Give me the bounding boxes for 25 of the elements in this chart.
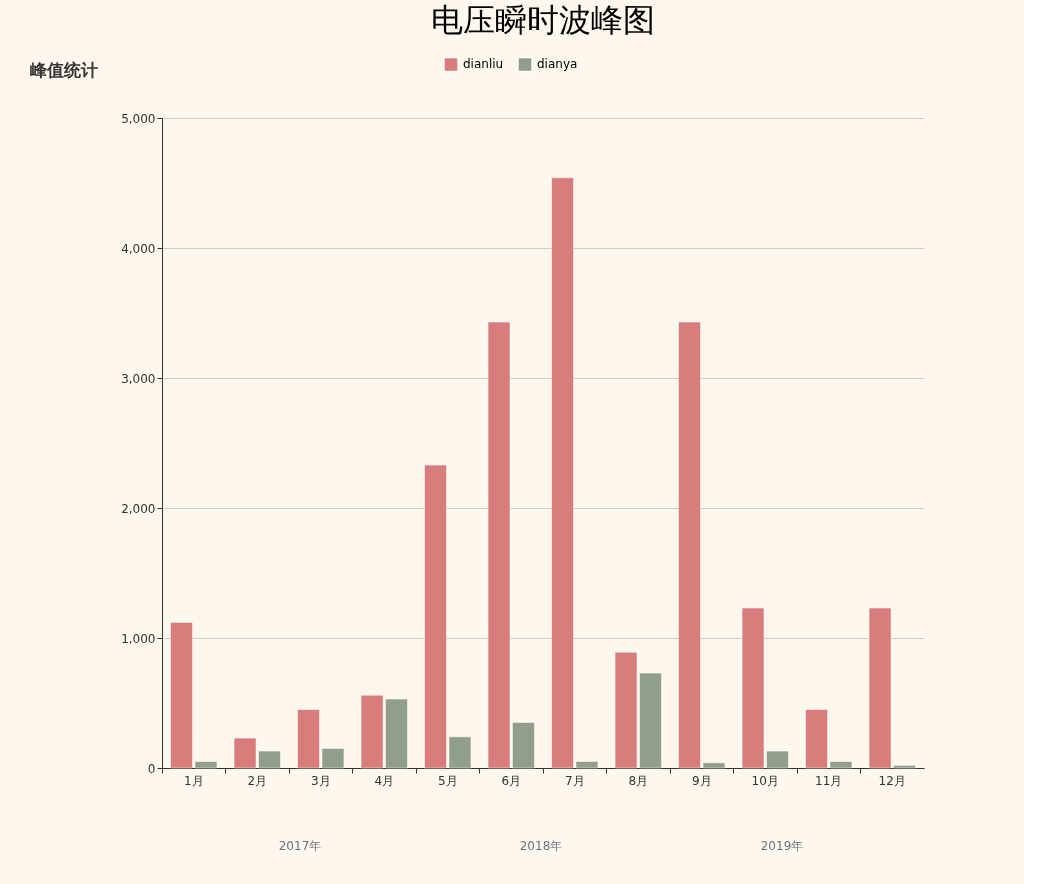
x-tick-label: 9月 (691, 773, 712, 788)
x-tick-label: 11月 (815, 773, 843, 788)
x-tick-label: 10月 (751, 773, 779, 788)
y-tick-label: 0 (147, 761, 156, 776)
legend-label: dianliu (463, 57, 504, 72)
x-tick-label: 5月 (437, 773, 458, 788)
legend-label: dianya (537, 57, 578, 72)
text: 2019年 (760, 839, 804, 853)
x-tick-label: 6月 (501, 773, 522, 788)
chart-title: 电压瞬时波峰图 (431, 1, 655, 39)
y-tick-label: 1,000 (121, 631, 156, 646)
text: 2017年 (278, 839, 322, 853)
y-tick-label: 2,000 (121, 501, 156, 516)
x-tick-label: 2月 (247, 773, 268, 788)
y-tick-label: 5,000 (121, 111, 156, 126)
y-tick-label: 4,000 (121, 241, 156, 256)
x-tick-label: 7月 (564, 773, 585, 788)
text: 2018年 (519, 839, 563, 853)
x-tick-label: 3月 (310, 773, 331, 788)
chart-subtitle: 峰值统计 (30, 60, 98, 80)
x-tick-label: 8月 (628, 773, 649, 788)
x-tick-label: 12月 (878, 773, 906, 788)
y-tick-label: 3,000 (121, 371, 156, 386)
x-tick-label: 4月 (374, 773, 395, 788)
x-tick-label: 1月 (183, 773, 204, 788)
